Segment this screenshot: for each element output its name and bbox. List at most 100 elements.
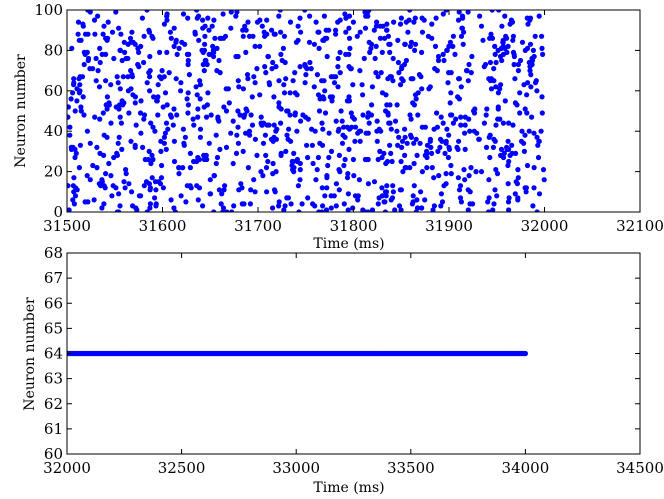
spike-point [402, 152, 408, 158]
spike-point [488, 76, 494, 82]
spike-point [206, 27, 212, 33]
spike-point [176, 165, 182, 171]
spike-point [470, 201, 476, 207]
spike-point [137, 110, 144, 116]
spike-point [438, 191, 444, 197]
spike-point [147, 205, 153, 211]
spike-point [150, 124, 156, 130]
spike-point [84, 173, 90, 179]
spike-point [309, 142, 315, 148]
spike-point [357, 29, 363, 35]
spike-point [72, 193, 79, 199]
spike-point [418, 74, 424, 80]
spike-point [403, 165, 409, 171]
spike-point [281, 207, 287, 212]
spike-point [67, 114, 71, 120]
spike-point [239, 201, 245, 207]
spike-point [215, 116, 221, 122]
spike-point [76, 165, 82, 171]
spike-point [494, 193, 500, 199]
spike-point [271, 94, 277, 100]
spike-point [125, 55, 131, 62]
spike-point [492, 138, 498, 144]
spike-point [218, 201, 224, 207]
spike-point [515, 175, 521, 181]
spike-point [161, 74, 167, 80]
spike-point [488, 31, 494, 37]
spike-point [510, 33, 516, 39]
spike-point [524, 162, 531, 169]
spike-point [230, 160, 236, 167]
spike-point [430, 207, 436, 212]
spike-point [468, 70, 474, 76]
spike-point [91, 197, 97, 203]
spike-point [413, 136, 419, 142]
spike-point [307, 13, 313, 19]
spike-point [220, 11, 226, 17]
spike-point [446, 146, 453, 152]
spike-point [398, 187, 404, 193]
spike-point [302, 80, 308, 86]
spike-point [521, 148, 528, 154]
spike-point [333, 74, 339, 80]
spike-point [184, 96, 190, 102]
spike-point [458, 33, 465, 39]
spike-point [93, 55, 99, 62]
spike-point [345, 207, 351, 212]
spike-point [221, 187, 227, 193]
spike-point [523, 189, 529, 195]
spike-point [235, 140, 241, 146]
spike-point [525, 21, 531, 27]
spike-point [412, 92, 419, 98]
spike-point [194, 15, 200, 21]
spike-point [118, 120, 124, 126]
spike-point [398, 158, 404, 165]
spike-point [284, 108, 290, 114]
spike-point [319, 78, 325, 84]
spike-point [491, 201, 497, 207]
spike-point [186, 72, 192, 78]
spike-point [80, 94, 86, 100]
spike-point [146, 27, 152, 33]
x-tick-label: 31800 [330, 217, 378, 235]
spike-point [348, 110, 354, 116]
spike-point [197, 96, 203, 102]
spike-point [211, 17, 217, 23]
raster-chart-top: 31500 31600 31700 31800 31900 32000 32100 0 20 4… [13, 1, 664, 252]
spike-point [245, 165, 251, 171]
spike-point [429, 150, 435, 156]
spike-point [310, 160, 316, 167]
spike-point [522, 132, 528, 138]
spike-point [418, 189, 424, 195]
spike-point [197, 78, 203, 84]
spike-point [171, 25, 177, 31]
spike-point [136, 49, 142, 56]
spike-point [429, 21, 435, 27]
spike-point [149, 152, 155, 158]
spike-point [505, 181, 511, 187]
spike-point [536, 13, 542, 19]
spike-point [366, 120, 372, 126]
spike-point [373, 70, 379, 76]
spike-point [506, 120, 512, 126]
spike-point [541, 177, 547, 183]
spike-point [517, 90, 523, 96]
spike-point [434, 68, 440, 74]
spike-point [281, 82, 287, 88]
spike-point [375, 201, 381, 207]
spike-point [309, 126, 315, 132]
spike-point [212, 35, 218, 41]
spike-point [497, 53, 504, 60]
spike-point [335, 84, 341, 90]
spike-point [384, 183, 390, 189]
spike-point [509, 150, 515, 156]
spike-point [422, 197, 428, 203]
spike-point [407, 10, 413, 13]
spike-point [94, 165, 100, 171]
spike-point [202, 33, 208, 39]
spike-point [314, 167, 320, 173]
spike-point [222, 183, 228, 189]
spike-point [331, 80, 338, 86]
spike-point [279, 57, 285, 64]
spike-point [129, 29, 135, 35]
